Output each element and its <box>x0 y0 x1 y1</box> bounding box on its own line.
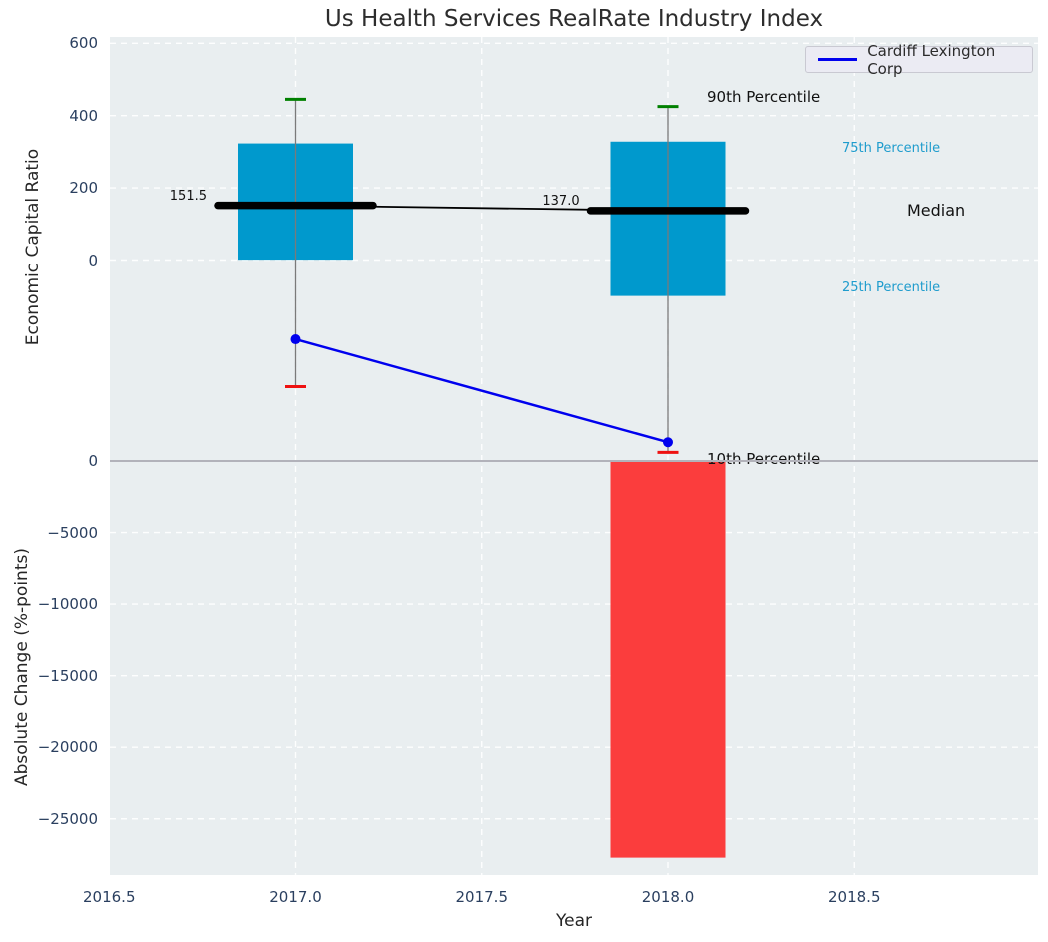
y-top-tick-200: 200 <box>69 179 98 198</box>
x-tick-2018.0: 2018.0 <box>641 888 695 906</box>
annotation-10th-percentile: 10th Percentile <box>707 450 821 468</box>
legend-label: Cardiff Lexington Corp <box>867 41 996 78</box>
y-bottom-tick-0: 0 <box>88 452 98 470</box>
annotation-median-2018: 137.0 <box>542 194 580 209</box>
annotation-75th-percentile: 75th Percentile <box>842 141 941 156</box>
y-bottom-tick-−25000: −25000 <box>37 809 98 828</box>
legend-line-sample <box>818 58 858 61</box>
series-line <box>295 337 669 444</box>
annotation-90th-percentile: 90th Percentile <box>707 88 821 106</box>
x-tick-2017.0: 2017.0 <box>269 888 322 906</box>
y-top-tick-600: 600 <box>69 34 98 53</box>
annotation-median-2017: 151.5 <box>169 189 207 204</box>
chart-svg <box>110 37 1038 875</box>
y-bottom-tick-−20000: −20000 <box>37 738 98 757</box>
y-top-tick-400: 400 <box>69 106 98 125</box>
plot-area <box>110 37 1038 875</box>
y-top-axis-title: Economic Capital Ratio <box>23 148 43 346</box>
legend[interactable]: Cardiff Lexington Corp <box>805 42 1033 78</box>
x-tick-2018.5: 2018.5 <box>828 888 881 906</box>
y-bottom-axis-title: Absolute Change (%-points) <box>12 548 32 786</box>
bottom-axis-zero-line <box>110 460 1038 462</box>
change-bar-2018 <box>610 460 726 858</box>
chart-title: Us Health Services RealRate Industry Ind… <box>324 6 824 32</box>
series-marker-2018 <box>663 437 673 448</box>
annotation-median: Median <box>907 201 966 220</box>
x-axis-title: Year <box>556 911 592 931</box>
y-top-tick-0: 0 <box>88 251 98 270</box>
x-tick-2016.5: 2016.5 <box>83 888 136 906</box>
series-marker-2017 <box>290 334 301 345</box>
y-bottom-tick-−5000: −5000 <box>47 523 98 542</box>
y-bottom-tick-−10000: −10000 <box>37 595 98 614</box>
y-bottom-tick-−15000: −15000 <box>37 666 98 685</box>
annotation-25th-percentile: 25th Percentile <box>842 280 941 295</box>
x-tick-2017.5: 2017.5 <box>455 888 509 906</box>
